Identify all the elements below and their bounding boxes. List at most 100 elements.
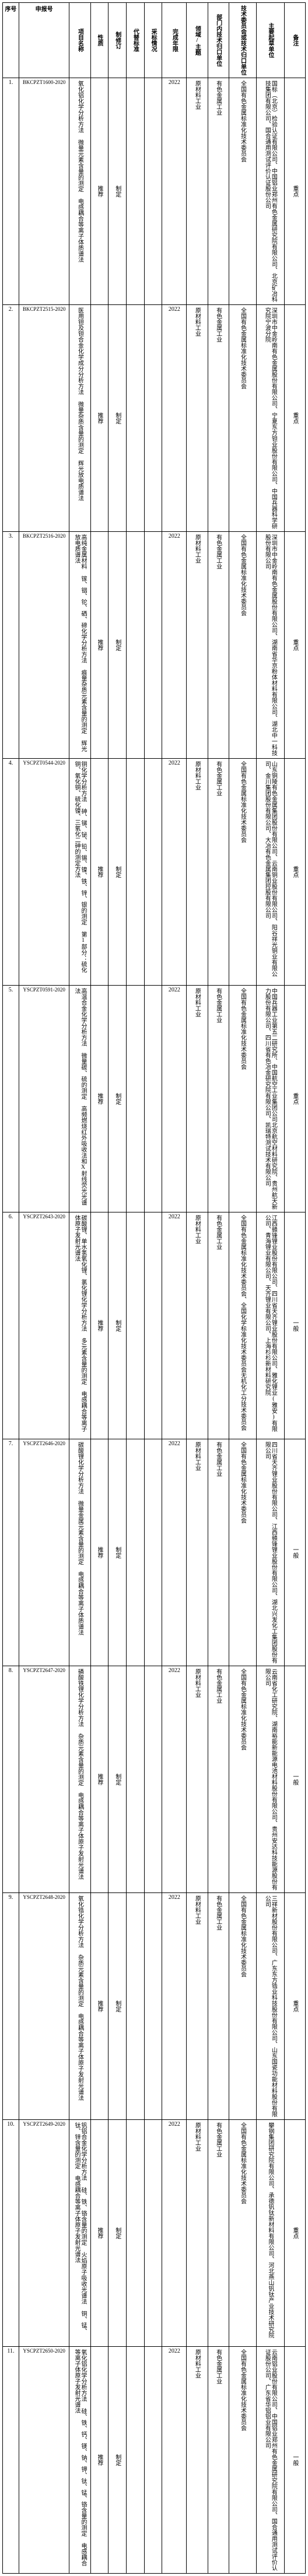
cell-dept: 有色金属工业: [208, 1893, 229, 2120]
cell-code: BKCPZT2516-2020: [19, 532, 69, 759]
cell-note: 重点: [284, 78, 305, 305]
cell-replace: [127, 1439, 145, 1666]
header-seq: 序号: [3, 3, 19, 78]
cell-adopt: [144, 1666, 162, 1893]
cell-type: 制定: [108, 759, 127, 986]
cell-unit: 四川省天齐锂业股份有限公司、江西赣锋锂业股份有限公司、湖北兴发化工集团股份有限公…: [257, 1439, 284, 1666]
cell-seq: 1.: [3, 78, 19, 305]
cell-unit: 云南铝业股份有限公司、中国铝业郑州有色金属研究院有限公司、国合通用测试评价认证股…: [257, 2347, 284, 2574]
cell-dept: 有色金属工业: [208, 2347, 229, 2574]
cell-name: 磷酸铁锂化学分析方法 杂质元素含量的测定 电感耦合等离子体原子发射光谱法: [69, 1666, 90, 1893]
header-adopt: 采标情况: [144, 3, 162, 78]
cell-nature: 推荐: [90, 1893, 108, 2120]
cell-nature: 推荐: [90, 2120, 108, 2347]
cell-type: 制定: [108, 1893, 127, 2120]
cell-replace: [127, 759, 145, 986]
cell-tech: 全国有色金属标准化技术委员会: [229, 1439, 256, 1666]
cell-year: 2022: [162, 78, 187, 305]
cell-dept: 有色金属工业: [208, 78, 229, 305]
table-header: 序号 申报号 项目名称 性质 制修订 代替标准 采标情况 完成年限 领域/主题 …: [3, 3, 306, 78]
cell-adopt: [144, 986, 162, 1212]
cell-unit: 云南省化工研究院、湖南裕能新能源电池材料股份有限公司、贵州安达科技能源股份有限公…: [257, 1666, 284, 1893]
cell-note: 一般: [284, 1212, 305, 1439]
cell-note: 重点: [284, 759, 305, 986]
cell-seq: 9.: [3, 1893, 19, 2120]
cell-tech: 全国有色金属标准化技术委员会: [229, 1666, 256, 1893]
cell-replace: [127, 2120, 145, 2347]
cell-code: YSCPZT2649-2020: [19, 2120, 69, 2347]
cell-domain: 原材料工业: [187, 305, 208, 532]
header-note: 备注: [284, 3, 305, 78]
table-row: 9.YSCPZT2648-2020氧化锆化学分析方法 杂质元素含量的测定 电感耦…: [3, 1893, 306, 2120]
cell-seq: 3.: [3, 532, 19, 759]
cell-domain: 原材料工业: [187, 1666, 208, 1893]
cell-replace: [127, 78, 145, 305]
cell-domain: 原材料工业: [187, 78, 208, 305]
cell-unit: 三祥新材股份有限公司、广东东方锆业科技股份有限公司、山东国瓷功能材料股份有限公司: [257, 1893, 284, 2120]
cell-replace: [127, 986, 145, 1212]
header-type: 制修订: [108, 3, 127, 78]
header-nature: 性质: [90, 3, 108, 78]
table-row: 3.BKCPZT2516-2020高纯金属材料 镓、铟、铊、硒、碲化学分析方法 …: [3, 532, 306, 759]
cell-adopt: [144, 78, 162, 305]
cell-unit: 中国兵器工业第五二研究所、中国航空工业集团公司北京航空材料研究院、贵州航天新力股…: [257, 986, 284, 1212]
cell-replace: [127, 1666, 145, 1893]
cell-code: YSCPZT2648-2020: [19, 1893, 69, 2120]
table-row: 7.YSCPZT2646-2020碳酸锂化学分析方法 微量金属元素含量的测定 电…: [3, 1439, 306, 1666]
cell-dept: 有色金属工业: [208, 305, 229, 532]
header-code: 申报号: [19, 3, 69, 78]
cell-seq: 11.: [3, 2347, 19, 2574]
cell-name: 铜化学分析方法 砷、锑、铋、铅、锡、镍、铁、锌、银的测定 第1部分：硫化铜、氧化…: [69, 759, 90, 986]
cell-year: 2022: [162, 1212, 187, 1439]
cell-tech: 全国有色金属标准化技术委员会: [229, 2347, 256, 2574]
cell-seq: 4.: [3, 759, 19, 986]
cell-code: BKCPZT1600-2020: [19, 78, 69, 305]
cell-type: 制定: [108, 78, 127, 305]
cell-name: 氧化铝化学分析方法 硅、铁、钙、镁、钠、钾、钛、锰、铬含量的测定 电感耦合等离子…: [69, 2347, 90, 2574]
cell-adopt: [144, 305, 162, 532]
cell-note: 重点: [284, 986, 305, 1212]
cell-dept: 有色金属工业: [208, 2120, 229, 2347]
table-row: 8.YSCPZT2647-2020磷酸铁锂化学分析方法 杂质元素含量的测定 电感…: [3, 1666, 306, 1893]
cell-domain: 原材料工业: [187, 1439, 208, 1666]
cell-domain: 原材料工业: [187, 986, 208, 1212]
cell-name: 医用钽及钽合金化学成分分析方法 微量杂质含量的测定 辉光放电质谱法: [69, 305, 90, 532]
cell-code: BKCPZT2515-2020: [19, 305, 69, 532]
cell-dept: 有色金属工业: [208, 759, 229, 986]
cell-unit: 深圳市中金岭南有色金属股份有限公司、湖南省华京粉体材料有限公司、湖北中一科技股份…: [257, 532, 284, 759]
cell-dept: 有色金属工业: [208, 986, 229, 1212]
table-row: 10.YSCPZT2649-2020钒铝合金化学分析方法 硅、铁、铬含量的测定 …: [3, 2120, 306, 2347]
cell-nature: 推荐: [90, 2347, 108, 2574]
cell-replace: [127, 305, 145, 532]
cell-year: 2022: [162, 2347, 187, 2574]
cell-code: YSCPZT2643-2020: [19, 1212, 69, 1439]
cell-type: 制定: [108, 1212, 127, 1439]
cell-year: 2022: [162, 1439, 187, 1666]
cell-note: 重点: [284, 532, 305, 759]
header-unit: 主要起草单位: [257, 3, 284, 78]
cell-tech: 全国有色金属标准化技术委员会: [229, 759, 256, 986]
cell-nature: 推荐: [90, 78, 108, 305]
cell-adopt: [144, 2347, 162, 2574]
cell-domain: 原材料工业: [187, 1893, 208, 2120]
cell-domain: 原材料工业: [187, 759, 208, 986]
cell-tech: 全国有色金属标准化技术委员会: [229, 532, 256, 759]
table-row: 5.YSCPZT0591-2020高温合金化学分析方法 微量碳、硫的测定 高频燃…: [3, 986, 306, 1212]
cell-nature: 推荐: [90, 305, 108, 532]
cell-nature: 推荐: [90, 759, 108, 986]
cell-note: 一般: [284, 1439, 305, 1666]
cell-seq: 10.: [3, 2120, 19, 2347]
cell-name: 碳酸锂化学分析方法 微量金属元素含量的测定 电感耦合等离子体质谱法: [69, 1439, 90, 1666]
cell-year: 2022: [162, 759, 187, 986]
cell-tech: 全国有色金属标准化技术委员会: [229, 78, 256, 305]
cell-type: 制定: [108, 1439, 127, 1666]
table-row: 6.YSCPZT2643-2020碳酸锂、单水氢氧化锂、氯化锂化学分析方法 多元…: [3, 1212, 306, 1439]
cell-type: 制定: [108, 986, 127, 1212]
cell-nature: 推荐: [90, 532, 108, 759]
cell-seq: 8.: [3, 1666, 19, 1893]
cell-code: YSCPZT0544-2020: [19, 759, 69, 986]
header-tech: 技术委员会或技术归口单位: [229, 3, 256, 78]
cell-seq: 6.: [3, 1212, 19, 1439]
cell-seq: 5.: [3, 986, 19, 1212]
header-name: 项目名称: [69, 3, 90, 78]
